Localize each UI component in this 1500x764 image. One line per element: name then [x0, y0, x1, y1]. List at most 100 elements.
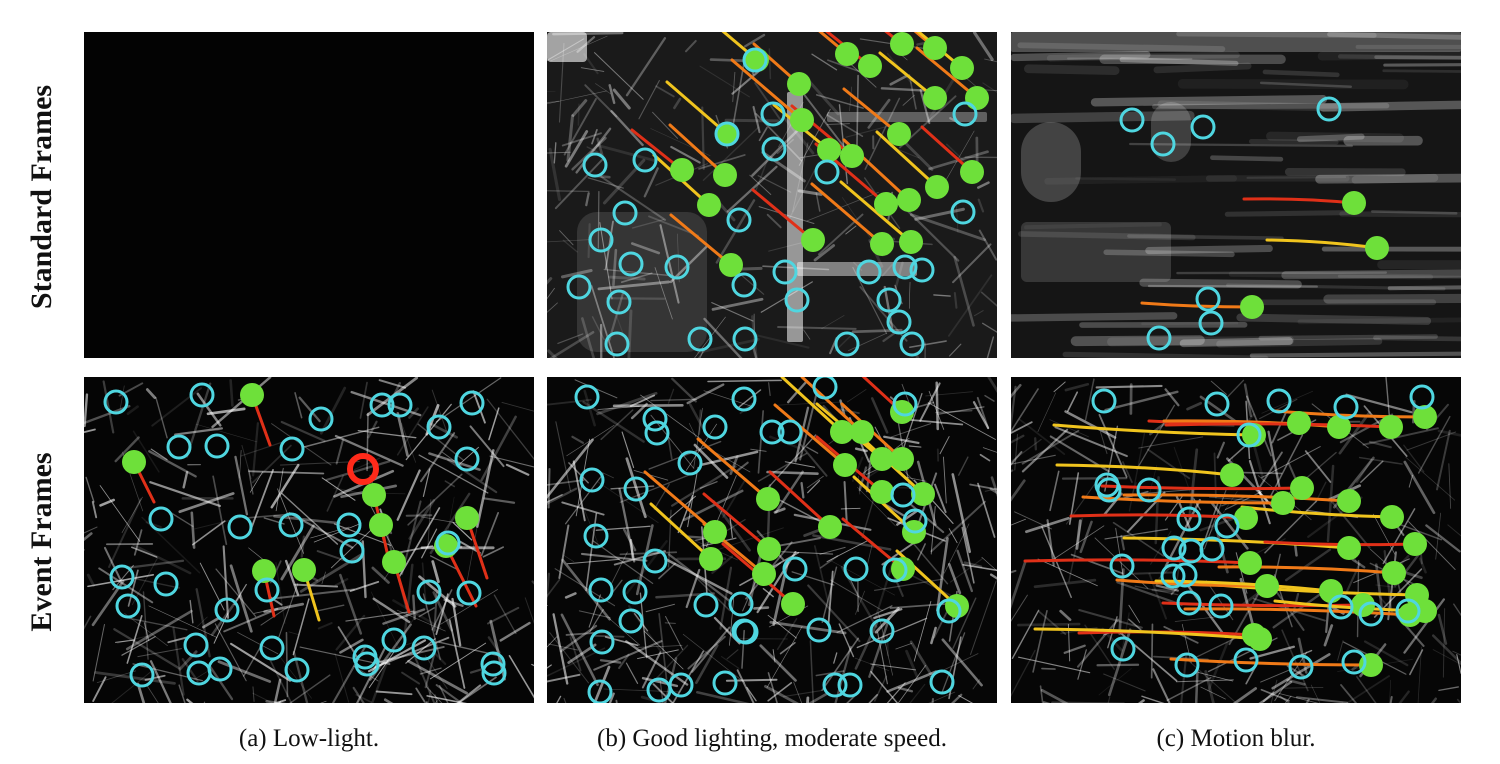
texture-edge	[774, 470, 804, 514]
tracked-feature-marker	[874, 192, 898, 216]
texture-edge	[903, 418, 964, 426]
texture-edge	[908, 74, 917, 110]
tracked-feature-marker	[1337, 489, 1361, 513]
texture-edge	[426, 686, 443, 703]
texture-edge	[407, 473, 463, 526]
lost-feature-marker	[347, 453, 379, 485]
texture-edge	[958, 695, 974, 703]
texture-edge	[686, 383, 725, 405]
texture-edge	[729, 514, 733, 539]
texture-edge	[867, 98, 891, 129]
detected-feature-marker	[574, 384, 600, 410]
texture-edge	[953, 255, 975, 327]
texture-edge	[909, 683, 926, 703]
texture-edge	[843, 481, 848, 524]
texture-edge	[292, 598, 310, 656]
texture-edge	[800, 90, 845, 148]
texture-edge	[566, 558, 620, 565]
texture-edge	[722, 477, 747, 519]
texture-edge	[298, 396, 321, 423]
texture-edge	[392, 599, 442, 629]
texture-edge	[622, 528, 637, 552]
motion-blur-streak	[1249, 351, 1461, 358]
texture-edge	[643, 167, 659, 198]
motion-blur-streak	[1315, 173, 1461, 184]
texture-edge	[1447, 524, 1461, 537]
texture-edge	[1274, 651, 1308, 702]
texture-edge	[357, 429, 417, 439]
texture-edge	[592, 540, 654, 585]
texture-edge	[695, 644, 719, 685]
detected-feature-marker	[369, 392, 395, 418]
detected-feature-marker	[772, 259, 798, 285]
texture-edge	[970, 580, 997, 655]
texture-edge	[599, 222, 613, 300]
texture-edge	[1227, 444, 1248, 462]
texture-edge	[487, 606, 520, 625]
texture-edge	[1295, 696, 1349, 703]
texture-edge	[930, 500, 986, 553]
texture-edge	[919, 382, 941, 422]
texture-edge	[300, 535, 306, 558]
feature-track	[1052, 423, 1256, 437]
texture-edge	[273, 515, 341, 525]
tracked-feature-marker	[890, 32, 914, 56]
texture-edge	[1207, 641, 1229, 692]
detected-feature-marker	[1198, 310, 1224, 336]
tracked-feature-marker	[1327, 415, 1351, 439]
texture-edge	[1039, 685, 1044, 703]
texture-edge	[1049, 525, 1105, 563]
texture-edge	[1115, 527, 1124, 578]
motion-blur-streak	[1075, 177, 1176, 181]
detected-feature-marker	[728, 591, 754, 617]
tracked-feature-marker	[858, 54, 882, 78]
texture-edge	[178, 684, 186, 703]
texture-edge	[985, 89, 997, 91]
texture-edge	[697, 338, 760, 354]
texture-edge	[1049, 470, 1060, 512]
texture-edge	[1094, 537, 1149, 589]
texture-edge	[1098, 668, 1132, 696]
detected-feature-marker	[227, 514, 253, 540]
texture-edge	[241, 444, 252, 480]
texture-edge	[456, 684, 482, 703]
texture-edge	[981, 556, 997, 572]
texture-edge	[113, 628, 180, 670]
texture-edge	[972, 679, 981, 690]
texture-edge	[597, 405, 640, 410]
texture-edge	[482, 546, 504, 558]
panel-event-motion-blur	[1011, 377, 1461, 703]
texture-edge	[1107, 628, 1132, 697]
texture-edge	[1358, 456, 1403, 465]
feature-track	[1033, 627, 1262, 641]
tracked-feature-marker	[911, 482, 935, 506]
texture-edge	[671, 377, 697, 403]
texture-edge	[499, 621, 531, 642]
texture-edge	[1017, 622, 1081, 627]
texture-edge	[1011, 451, 1023, 466]
texture-edge	[1362, 427, 1439, 446]
texture-edge	[1417, 415, 1451, 474]
texture-edge	[664, 622, 676, 624]
tracked-feature-marker	[891, 557, 915, 581]
detected-feature-marker	[899, 331, 925, 357]
texture-edge	[883, 435, 920, 445]
texture-edge	[1337, 640, 1344, 661]
texture-edge	[1232, 687, 1258, 703]
texture-edge	[1204, 670, 1215, 703]
texture-edge	[939, 436, 950, 455]
texture-edge	[1271, 653, 1331, 690]
texture-edge	[395, 641, 416, 649]
texture-edge	[720, 655, 740, 669]
texture-edge	[1437, 429, 1461, 437]
detected-feature-marker	[103, 389, 129, 415]
texture-edge	[620, 272, 653, 283]
texture-edge	[597, 191, 600, 249]
texture-edge	[896, 509, 919, 526]
texture-edge	[809, 640, 815, 703]
texture-edge	[196, 616, 208, 627]
detected-feature-marker	[1358, 601, 1384, 627]
texture-edge	[767, 614, 797, 639]
motion-blur-streak	[1337, 54, 1461, 61]
texture-edge	[578, 610, 611, 619]
